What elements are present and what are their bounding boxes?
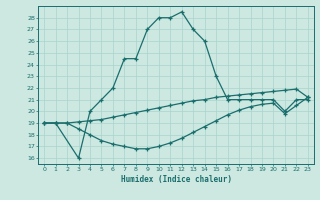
X-axis label: Humidex (Indice chaleur): Humidex (Indice chaleur) — [121, 175, 231, 184]
